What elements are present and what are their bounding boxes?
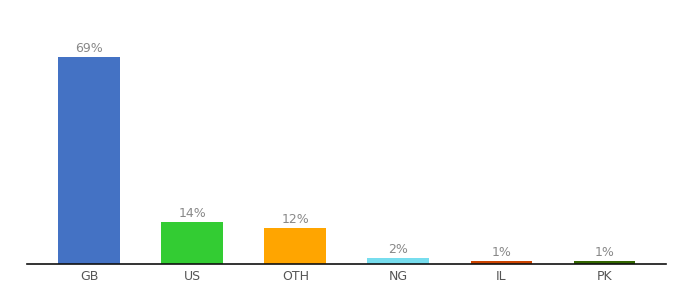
Text: 1%: 1% [594,246,615,259]
Text: 69%: 69% [75,42,103,55]
Bar [265,228,326,264]
Text: 2%: 2% [388,243,408,256]
Bar [471,261,532,264]
Bar [161,222,223,264]
Bar [574,261,636,264]
Text: 14%: 14% [178,207,206,220]
Bar [367,258,429,264]
Text: 12%: 12% [282,213,309,226]
Bar [58,57,120,264]
Text: 1%: 1% [492,246,511,259]
